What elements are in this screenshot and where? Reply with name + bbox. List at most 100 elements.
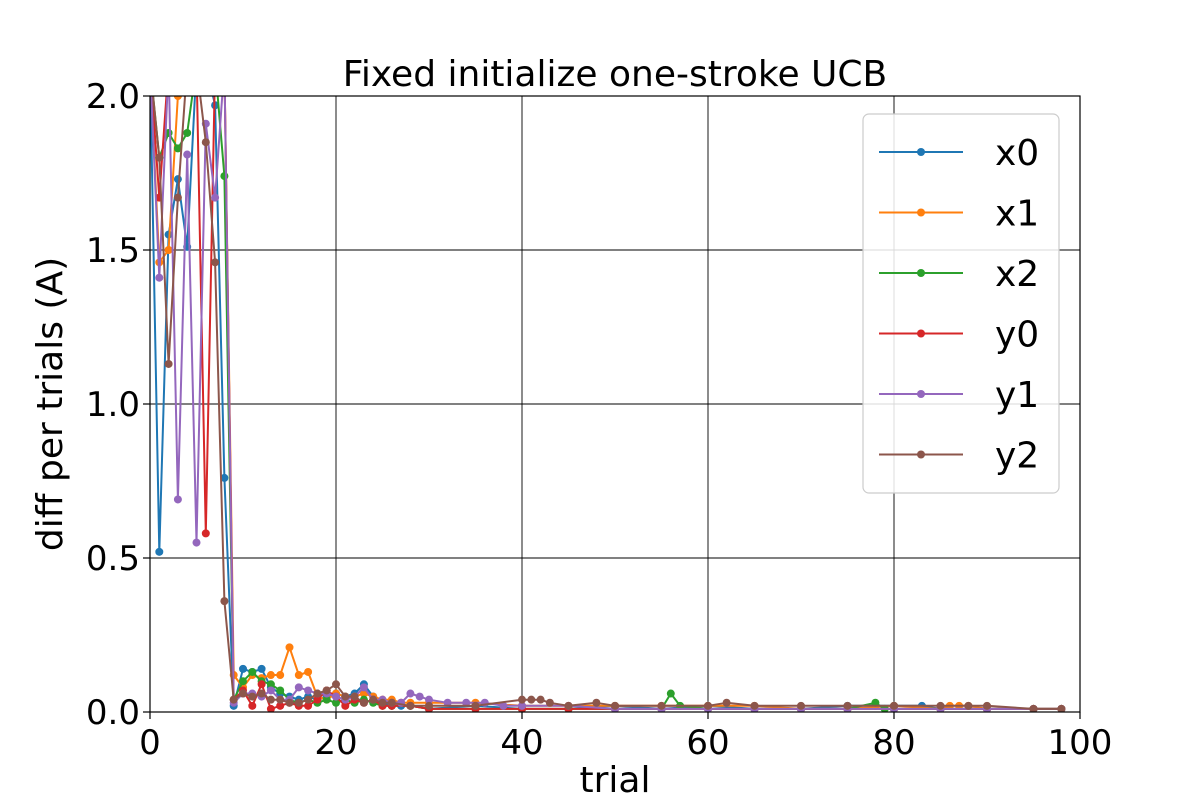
data-point-y2 [155,153,164,162]
legend-label-x2: x2 [995,254,1039,295]
legend-entry-x1: x1 [879,194,1039,235]
data-point-y2 [890,701,898,710]
data-point-x2 [239,677,247,686]
legend-marker-x2 [917,269,925,277]
x-tick-label: 20 [314,723,357,763]
series-line-y1 [150,96,1062,710]
data-point-y2 [173,193,182,202]
legend-entry-y1: y1 [879,375,1039,416]
data-point-y1 [332,692,340,701]
data-point-x1 [173,96,182,100]
data-point-y2 [229,695,238,704]
x-tick-label: 100 [1048,723,1113,763]
data-point-y2 [257,689,266,698]
data-point-y2 [1057,704,1066,712]
legend-marker-y0 [917,329,925,338]
legend-label-y2: y2 [995,436,1039,477]
legend-label-x1: x1 [995,194,1039,235]
data-point-x0 [155,547,164,556]
data-point-y2 [843,701,852,710]
data-point-y1 [415,692,424,701]
data-point-y2 [964,701,973,710]
data-point-y2 [592,698,601,707]
y-tick-label: 0.5 [86,539,140,579]
data-point-y2 [425,701,433,710]
data-point-y2 [750,701,759,710]
data-point-y2 [304,695,313,704]
axis-ticks: 0 20 40 60 80 100 0.0 0.5 1.0 1.5 2.0 [86,77,1113,763]
data-point-y2 [983,701,991,710]
data-point-x0 [173,175,182,184]
x-tick-label: 40 [500,723,543,763]
data-point-y1 [499,701,508,710]
data-point-y2 [527,695,536,704]
legend-entry-y0: y0 [879,315,1039,356]
y-tick-label: 2.0 [86,77,140,117]
data-point-y2 [294,698,303,707]
data-point-y2 [341,692,350,701]
legend-label-y0: y0 [995,315,1039,356]
data-point-x2 [173,144,182,153]
x-axis-label: trial [580,760,651,800]
y-axis-label: diff per trials (A) [30,257,71,551]
legend-marker-y2 [917,450,925,459]
data-point-y1 [462,698,471,707]
data-point-y2 [248,692,257,701]
data-point-y2 [1029,704,1038,712]
data-point-y1 [425,695,433,704]
data-point-y2 [704,701,712,710]
data-point-x2 [332,698,340,707]
data-point-y1 [173,495,182,504]
data-point-x1 [276,671,285,680]
data-point-y1 [406,689,415,698]
legend-entry-y2: y2 [879,436,1039,477]
y-tick-label: 1.0 [86,385,140,425]
data-point-x2 [322,695,331,704]
legend-box [862,113,1060,494]
data-point-y1 [294,683,303,692]
data-point-y2 [350,692,359,701]
data-point-y2 [276,695,285,704]
data-point-x1 [266,671,275,680]
data-point-x2 [871,698,880,707]
data-point-y2 [378,698,387,707]
legend: x0 x1 x2 y0 y1 y2 [862,113,1060,494]
data-point-y2 [406,701,415,710]
data-point-y2 [220,597,229,606]
data-point-y2 [611,701,619,710]
data-point-y1 [304,686,313,695]
data-point-x0 [220,473,229,482]
series-y2 [152,96,1066,712]
y-tick-label: 0.0 [86,693,140,733]
data-point-y2 [313,689,322,698]
data-point-x1 [294,671,303,680]
data-point-y0 [313,695,322,704]
data-point-y2 [285,698,294,707]
data-point-x1 [285,643,294,652]
data-point-x2 [276,686,285,695]
data-point-y2 [471,701,480,710]
data-point-y0 [257,680,266,689]
data-point-y2 [359,698,368,707]
data-point-y2 [518,695,526,704]
legend-entry-x0: x0 [879,133,1039,174]
data-point-y1 [266,686,275,695]
series-layer [150,96,1066,712]
legend-marker-x0 [917,148,925,156]
y-tick-label: 1.5 [86,231,140,271]
data-point-y2 [369,695,378,704]
x-tick-label: 0 [139,723,161,763]
data-point-y0 [341,701,350,710]
data-point-y1 [443,698,452,707]
data-point-y2 [201,138,210,147]
data-point-y2 [722,698,731,707]
data-point-x0 [239,664,247,673]
data-point-y2 [239,689,247,698]
data-point-x2 [183,128,192,137]
legend-entry-x2: x2 [879,254,1039,295]
data-point-y2 [536,695,545,704]
data-point-x2 [666,689,675,698]
data-point-y2 [545,698,554,707]
data-point-x2 [248,667,257,676]
